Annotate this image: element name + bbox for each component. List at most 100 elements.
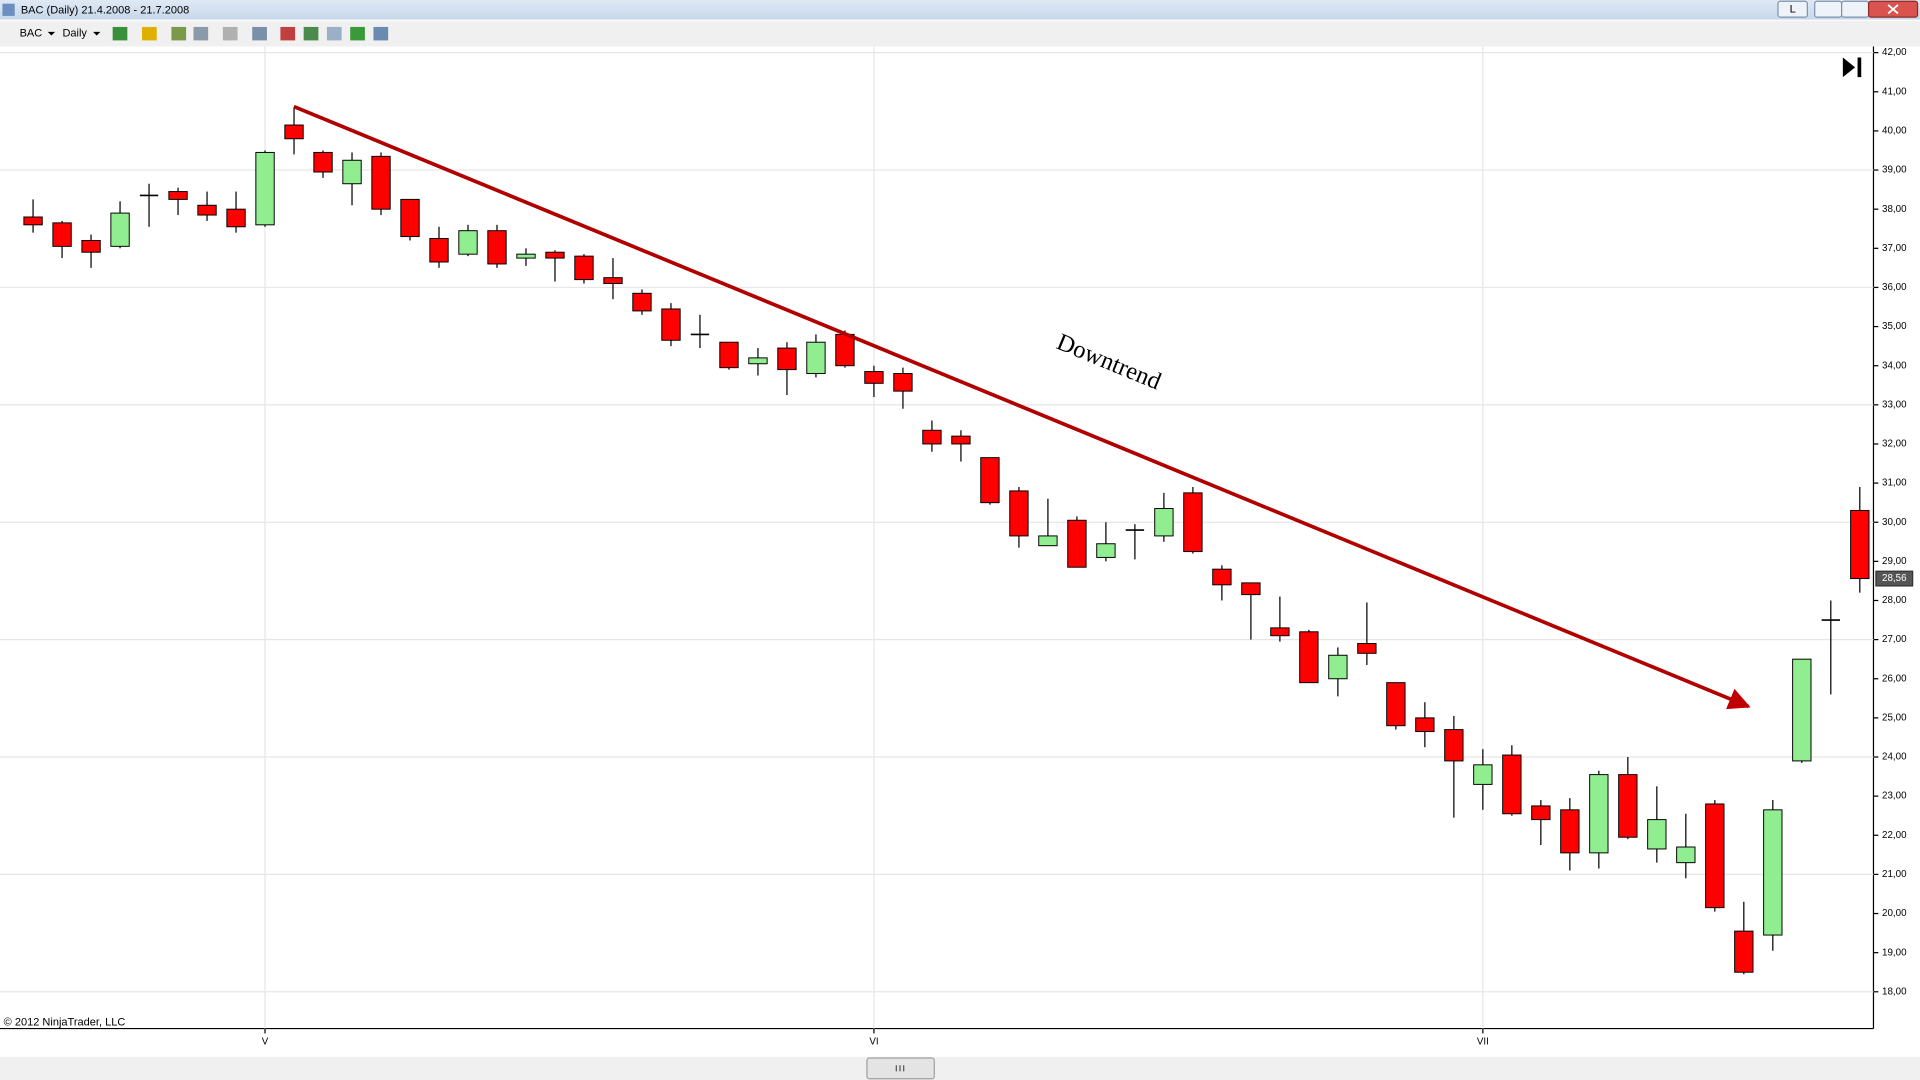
candle-body bbox=[371, 155, 391, 210]
y-tick-label: 20,00 bbox=[1882, 908, 1907, 919]
candle-body bbox=[545, 251, 565, 259]
candle-body bbox=[284, 124, 304, 140]
y-tick-label: 39,00 bbox=[1882, 165, 1907, 176]
scrollbar[interactable] bbox=[0, 1056, 1920, 1080]
title-bar bbox=[0, 0, 1920, 20]
candle-body bbox=[342, 159, 362, 185]
copyright: © 2012 NinjaTrader, LLC bbox=[4, 1016, 126, 1028]
candle-body bbox=[1212, 568, 1232, 586]
candle-body bbox=[226, 208, 246, 228]
candle-body bbox=[1038, 535, 1058, 547]
candle-body bbox=[1357, 643, 1377, 654]
candle-body bbox=[458, 230, 478, 255]
candle-body bbox=[1792, 658, 1812, 762]
candle-body bbox=[1473, 764, 1493, 785]
strategy-icon[interactable] bbox=[303, 26, 319, 41]
candle-body bbox=[1676, 846, 1696, 864]
candle-body bbox=[81, 239, 101, 253]
candle-body bbox=[661, 308, 681, 341]
candle-body bbox=[1183, 492, 1203, 553]
y-tick-label: 42,00 bbox=[1882, 47, 1907, 58]
candle-body bbox=[719, 341, 739, 369]
window-l-label: L bbox=[1790, 4, 1796, 16]
candle-body bbox=[1647, 819, 1667, 850]
scroll-to-end-button[interactable] bbox=[1842, 57, 1862, 78]
candle-body bbox=[1618, 774, 1638, 838]
toolbar-icons bbox=[112, 26, 389, 41]
layout-icon[interactable] bbox=[373, 26, 389, 41]
y-tick-label: 38,00 bbox=[1882, 204, 1907, 215]
candle-body bbox=[1009, 490, 1029, 537]
symbol-selector[interactable]: BAC bbox=[20, 28, 43, 40]
last-price-box bbox=[1875, 570, 1914, 587]
y-tick-label: 29,00 bbox=[1882, 556, 1907, 567]
indicators-icon[interactable] bbox=[326, 26, 342, 41]
interval-selector[interactable]: Daily bbox=[62, 28, 87, 40]
candle-body bbox=[1154, 508, 1174, 537]
close-icon bbox=[1887, 4, 1899, 15]
y-tick-label: 40,00 bbox=[1882, 126, 1907, 137]
toolbar bbox=[0, 20, 1920, 47]
y-tick-label: 27,00 bbox=[1882, 634, 1907, 645]
candle-body bbox=[893, 373, 913, 392]
candle-body bbox=[603, 277, 623, 285]
candle-body bbox=[52, 222, 72, 247]
y-tick-label: 24,00 bbox=[1882, 752, 1907, 763]
y-tick-label: 22,00 bbox=[1882, 830, 1907, 841]
dropdown-arrow bbox=[93, 31, 101, 36]
candle-body bbox=[835, 333, 855, 367]
candle-body bbox=[1386, 682, 1406, 727]
x-tick-label: VI bbox=[869, 1037, 878, 1048]
minimize-button[interactable] bbox=[1814, 0, 1843, 18]
candle-body bbox=[1067, 519, 1087, 568]
candle-body bbox=[806, 341, 826, 375]
candle-body bbox=[1096, 543, 1116, 558]
candle-body bbox=[1328, 654, 1348, 680]
properties-icon[interactable] bbox=[252, 26, 267, 41]
candle-body bbox=[1415, 717, 1435, 733]
draw-icon[interactable] bbox=[142, 26, 157, 41]
candle-body bbox=[574, 255, 594, 281]
cursor-icon[interactable] bbox=[222, 26, 238, 41]
y-tick-label: 35,00 bbox=[1882, 321, 1907, 332]
candle-body bbox=[980, 457, 1000, 504]
app-icon bbox=[2, 3, 15, 16]
candle-body bbox=[168, 191, 188, 200]
candle-body bbox=[197, 204, 217, 216]
candle-body bbox=[1241, 582, 1261, 596]
zoom-out-icon[interactable] bbox=[193, 26, 209, 41]
candle-body bbox=[110, 212, 130, 247]
y-tick-label: 34,00 bbox=[1882, 360, 1907, 371]
candle-body bbox=[429, 238, 449, 263]
dropdown-arrow bbox=[47, 31, 56, 36]
y-tick-label: 25,00 bbox=[1882, 712, 1907, 723]
candle-body bbox=[313, 151, 333, 173]
orders-icon[interactable] bbox=[280, 26, 296, 41]
y-tick-label: 33,00 bbox=[1882, 399, 1907, 410]
chart-style-icon[interactable] bbox=[112, 26, 128, 41]
trend-line bbox=[293, 104, 1751, 710]
zoom-in-icon[interactable] bbox=[171, 26, 187, 41]
window-title: BAC (Daily) 21.4.2008 - 21.7.2008 bbox=[21, 4, 189, 16]
candle-body bbox=[400, 198, 420, 238]
candle-body bbox=[748, 357, 768, 365]
y-tick-label: 41,00 bbox=[1882, 86, 1907, 97]
money-icon[interactable] bbox=[350, 26, 365, 41]
candle-body bbox=[516, 253, 536, 259]
candle-body bbox=[1734, 930, 1754, 973]
scrollbar-grip bbox=[895, 1065, 905, 1072]
candle-body bbox=[23, 216, 43, 226]
candle-body bbox=[1299, 631, 1319, 684]
y-tick-label: 23,00 bbox=[1882, 791, 1907, 802]
y-tick-label: 21,00 bbox=[1882, 869, 1907, 880]
y-tick-label: 28,00 bbox=[1882, 595, 1907, 606]
candle-body bbox=[1531, 805, 1551, 821]
maximize-button[interactable] bbox=[1841, 0, 1870, 18]
window-l-button[interactable] bbox=[1777, 0, 1808, 18]
x-tick-label: VII bbox=[1477, 1037, 1489, 1048]
y-tick-label: 26,00 bbox=[1882, 673, 1907, 684]
candle-body bbox=[1444, 729, 1464, 762]
y-tick-label: 37,00 bbox=[1882, 243, 1907, 254]
